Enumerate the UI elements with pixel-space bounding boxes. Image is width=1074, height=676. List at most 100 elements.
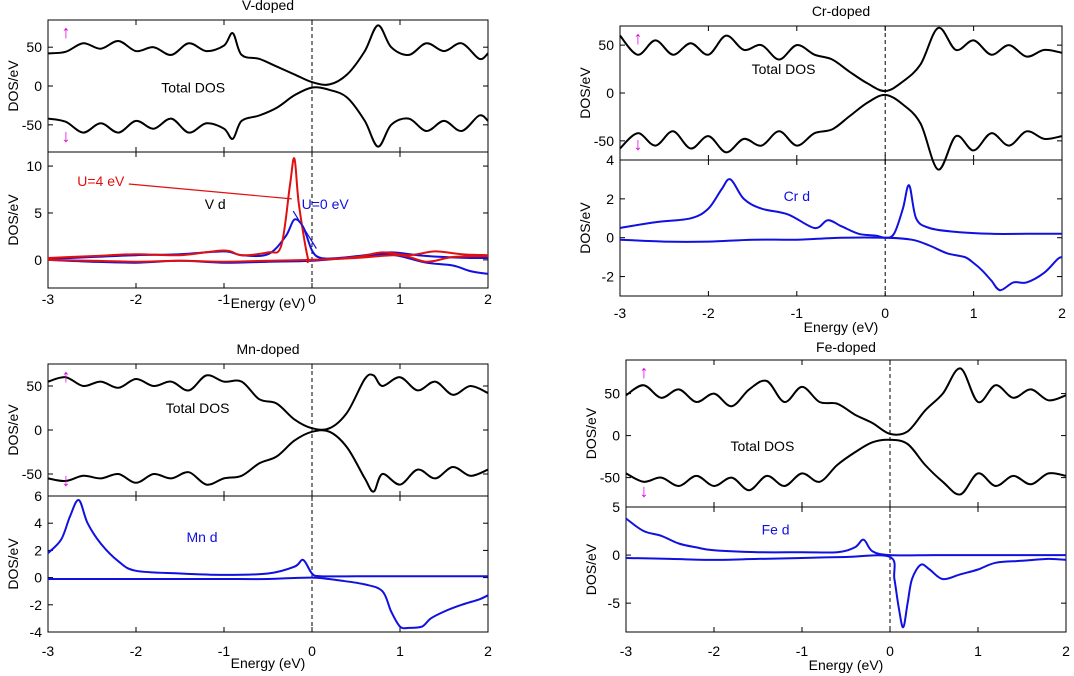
x-tick-label: 1 [396, 291, 404, 307]
y-tick-label: 2 [34, 542, 42, 558]
series-line [619, 26, 1063, 93]
spin-up-arrow-icon: ↑ [640, 362, 649, 382]
spin-down-arrow-icon: ↓ [640, 481, 649, 501]
x-axis-label: Energy (eV) [231, 655, 306, 671]
x-tick-label: -2 [130, 291, 143, 307]
y-tick-label: -2 [30, 597, 43, 613]
series-line [619, 236, 1063, 292]
y-tick-label: -50 [594, 133, 614, 149]
bottom-panel-frame [47, 495, 489, 633]
y-tick-label: 50 [26, 39, 42, 55]
y-axis-label: DOS/eV [577, 202, 593, 254]
y-tick-label: 0 [34, 252, 42, 268]
y-axis-label: DOS/eV [577, 67, 593, 119]
series-line [47, 373, 489, 431]
y-axis-label: DOS/eV [5, 404, 21, 456]
chart-title: Cr-doped [812, 3, 870, 19]
bottom-panel-frame [625, 506, 1067, 633]
y-tick-label: 5 [34, 205, 42, 221]
spin-up-arrow-icon: ↑ [634, 28, 643, 48]
y-tick-label: 0 [34, 422, 42, 438]
x-tick-label: -1 [218, 291, 231, 307]
chart-title: Fe-doped [816, 339, 876, 355]
total-dos-label: Total DOS [166, 400, 230, 416]
orbital-label: Cr d [784, 188, 810, 204]
orbital-label: U=4 eV [77, 173, 125, 189]
series-line [619, 178, 1062, 239]
x-tick-label: -1 [796, 643, 809, 659]
x-tick-label: 2 [1062, 643, 1070, 659]
annotation-arrow [292, 210, 317, 249]
total-dos-label: Total DOS [161, 80, 225, 96]
series-line [47, 499, 488, 578]
x-tick-label: 0 [308, 291, 316, 307]
y-tick-label: 0 [612, 547, 620, 563]
spin-up-arrow-icon: ↑ [62, 22, 71, 42]
x-tick-label: -3 [614, 305, 627, 321]
y-tick-label: -4 [30, 624, 43, 640]
y-axis-label: DOS/eV [5, 538, 21, 590]
chart-title: Mn-doped [236, 341, 299, 357]
y-tick-label: 50 [598, 37, 614, 53]
series-line [47, 86, 489, 148]
series-line [47, 24, 489, 86]
x-tick-label: 1 [970, 305, 978, 321]
y-tick-label: -50 [22, 117, 42, 133]
x-tick-label: -3 [620, 643, 633, 659]
y-axis-label: DOS/eV [5, 194, 21, 246]
x-tick-label: 1 [396, 643, 404, 659]
series-line [47, 254, 489, 263]
y-tick-label: 0 [612, 428, 620, 444]
top-panel-frame [47, 363, 489, 497]
series-line [625, 517, 1066, 557]
x-tick-label: 2 [1058, 305, 1066, 321]
y-tick-label: -2 [602, 269, 615, 285]
spin-down-arrow-icon: ↓ [62, 126, 71, 146]
orbital-label: Mn d [186, 529, 217, 545]
y-tick-label: -50 [600, 470, 620, 486]
series-line [47, 157, 489, 264]
x-tick-label: -2 [708, 643, 721, 659]
chart-title: V-doped [242, 0, 294, 13]
spin-down-arrow-icon: ↓ [634, 134, 643, 154]
x-tick-label: -1 [218, 643, 231, 659]
x-tick-label: -2 [702, 305, 715, 321]
x-tick-label: 0 [886, 643, 894, 659]
y-tick-label: 0 [34, 570, 42, 586]
x-tick-label: 2 [484, 291, 492, 307]
x-axis-label: Energy (eV) [804, 319, 879, 335]
x-tick-label: -2 [130, 643, 143, 659]
orbital-label: U=0 eV [302, 196, 350, 212]
x-tick-label: -3 [42, 291, 55, 307]
series-line [47, 429, 489, 493]
y-axis-label: DOS/eV [583, 407, 599, 459]
bottom-panel-frame [619, 159, 1063, 297]
y-axis-label: DOS/eV [5, 60, 21, 112]
series-line [619, 93, 1063, 171]
total-dos-label: Total DOS [730, 438, 794, 454]
orbital-label: Fe d [762, 522, 790, 538]
y-tick-label: 0 [606, 85, 614, 101]
y-tick-label: 5 [612, 499, 620, 515]
y-tick-label: -5 [608, 595, 621, 611]
x-tick-label: -3 [42, 643, 55, 659]
x-tick-label: 0 [308, 643, 316, 659]
y-tick-label: 50 [26, 378, 42, 394]
y-tick-label: 2 [606, 191, 614, 207]
series-line [625, 554, 1067, 629]
series-line [47, 253, 489, 275]
y-tick-label: 50 [604, 386, 620, 402]
y-tick-label: 10 [26, 158, 42, 174]
annotation-arrow [128, 183, 292, 200]
x-axis-label: Energy (eV) [231, 295, 306, 311]
bottom-panel-frame [47, 151, 489, 289]
y-axis-label: DOS/eV [583, 543, 599, 595]
y-tick-label: 0 [606, 230, 614, 246]
total-dos-label: Total DOS [752, 61, 816, 77]
series-line [625, 438, 1067, 496]
spin-up-arrow-icon: ↑ [62, 366, 71, 386]
x-tick-label: -1 [791, 305, 804, 321]
y-tick-label: 4 [34, 515, 42, 531]
y-tick-label: 6 [34, 488, 42, 504]
